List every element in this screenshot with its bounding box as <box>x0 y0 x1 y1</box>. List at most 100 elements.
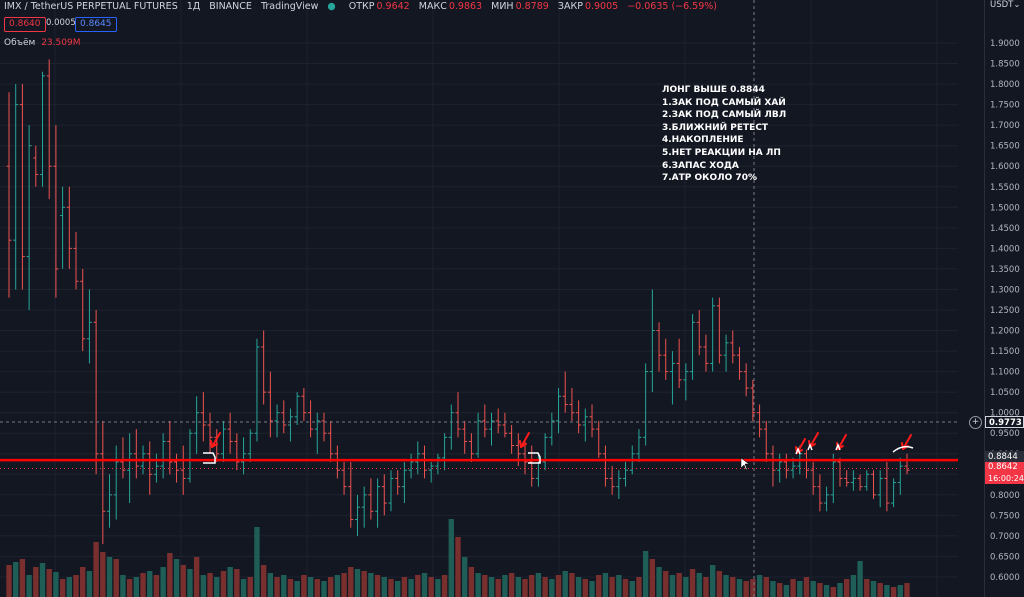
volume-bar <box>817 583 823 597</box>
volume-bar <box>508 573 515 597</box>
ohlc-bar <box>649 289 655 393</box>
ohlc-bar <box>40 71 46 187</box>
volume-bar <box>783 585 790 597</box>
ohlc-bar <box>261 330 267 405</box>
ohlc-bar <box>113 445 119 520</box>
ohlc-bar <box>569 388 575 421</box>
volume-bar <box>381 577 387 597</box>
symbol-name[interactable]: IMX / TetherUS PERPETUAL FUTURES <box>4 1 178 12</box>
volume-bar <box>529 575 535 597</box>
y-tick-label: 0.8000 <box>990 491 1020 501</box>
ohlc-bar <box>636 429 642 462</box>
sell-price-button[interactable]: 0.8640 <box>4 17 46 32</box>
volume-bar <box>334 575 341 597</box>
ohlc-bar <box>354 494 360 536</box>
volume-bar <box>260 565 267 597</box>
chevron-down-icon: ⌄ <box>1013 0 1021 10</box>
volume-bar <box>890 587 897 597</box>
volume-bar <box>294 581 300 597</box>
bracket-path <box>528 452 541 464</box>
ohlc-bar <box>817 474 823 512</box>
volume-bar <box>756 575 763 597</box>
volume-bar <box>555 575 562 597</box>
ohlc-bar <box>750 379 756 421</box>
volume-bar <box>247 577 253 597</box>
volume-bar <box>100 552 106 597</box>
ohlc-bar <box>743 363 749 397</box>
volume-bar <box>341 573 347 597</box>
volume-bar <box>214 577 220 597</box>
volume-bar <box>535 573 542 597</box>
ohlc-bar <box>830 453 836 504</box>
arrow-shaft <box>520 432 530 448</box>
volume-bar <box>763 577 769 597</box>
ohlc-bar <box>227 412 233 454</box>
volume-bar <box>676 573 682 597</box>
volume-bar <box>301 575 307 597</box>
ohlc-bar <box>435 453 441 475</box>
currency-selector[interactable]: USDT⌄ <box>990 0 1020 10</box>
volume-bar <box>468 567 475 597</box>
volume-bar <box>327 577 334 597</box>
ohlc-bar <box>837 457 843 487</box>
ohlc-bar <box>824 486 830 512</box>
volume-bar <box>569 573 575 597</box>
volume-bar <box>46 569 52 597</box>
note-line: 2.ЗАК ПОД САМЫЙ ЛВЛ <box>662 110 787 121</box>
ohlc-bar <box>194 396 200 454</box>
ohlc-bar <box>328 420 334 462</box>
bar-countdown: 16:00:24 <box>985 473 1024 484</box>
ohlc-bar <box>127 433 133 504</box>
volume-bar <box>126 579 133 597</box>
volume-bar <box>6 565 12 597</box>
volume-bar <box>368 573 374 597</box>
arrow-shaft <box>211 432 221 448</box>
ohlc-bar <box>214 429 220 462</box>
ohlc-bar <box>341 461 347 495</box>
volume-bar <box>743 581 749 597</box>
source-label: TradingView <box>260 1 319 12</box>
white-arc-marker <box>892 445 914 453</box>
ohlc-bar <box>770 445 776 487</box>
volume-bar <box>448 519 454 597</box>
ohlc-bar <box>160 433 166 479</box>
ohlc-bar <box>421 445 427 479</box>
ohlc-bar <box>448 404 454 450</box>
ohlc-bar <box>703 334 709 372</box>
volume-bar <box>401 577 408 597</box>
volume-bar <box>207 573 213 597</box>
volume-bar <box>147 571 153 597</box>
ohlc-bar <box>19 84 25 290</box>
volume-bar <box>656 567 662 597</box>
volume-bar <box>475 573 481 597</box>
ohlc-bar <box>562 371 568 413</box>
volume-label: Объём <box>4 38 36 48</box>
volume-bar <box>864 579 870 597</box>
interval-label[interactable]: 1Д <box>186 1 201 12</box>
ohlc-bar <box>576 400 582 434</box>
volume-bar <box>857 561 863 597</box>
ohlc-bar <box>904 453 910 475</box>
volume-bar <box>80 567 86 597</box>
volume-bar <box>703 577 709 597</box>
chart-header: IMX / TetherUS PERPETUAL FUTURES 1Д BINA… <box>4 1 719 12</box>
volume-bar <box>180 565 186 597</box>
volume-bar <box>495 579 501 597</box>
ohlc-bar <box>810 461 816 495</box>
volume-bar <box>254 527 260 597</box>
ohlc-bar <box>395 470 401 495</box>
y-tick-label: 0.7500 <box>990 511 1020 521</box>
add-alert-icon[interactable]: + <box>969 416 982 429</box>
ohlc-bar <box>864 470 870 491</box>
note-line: 4.НАКОПЛЕНИЕ <box>662 135 744 146</box>
ohlc-bar <box>542 433 548 471</box>
buy-price-button[interactable]: 0.8645 <box>75 17 117 32</box>
ohlc-bar <box>348 461 354 528</box>
ohlc-bar <box>86 289 92 364</box>
close-label: ЗАКР <box>557 1 583 12</box>
volume-bar <box>642 551 649 597</box>
last-price-tag: 0.8642 <box>985 462 1024 473</box>
y-tick-label: 1.4000 <box>990 244 1020 254</box>
volume-bar <box>629 581 635 597</box>
